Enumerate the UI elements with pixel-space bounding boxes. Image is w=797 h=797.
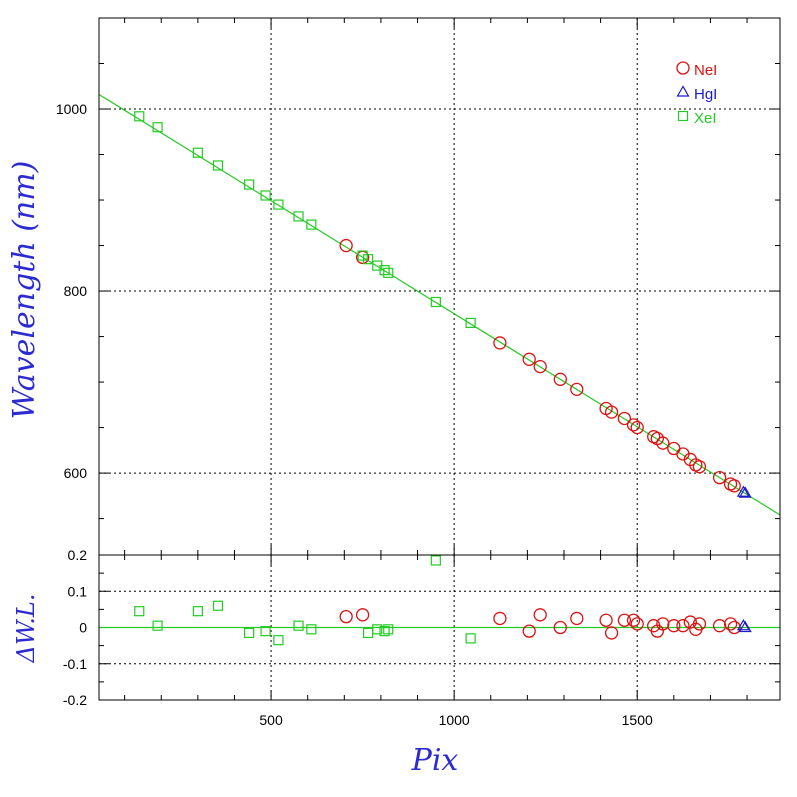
main-point-nei xyxy=(493,336,507,350)
residuals-point-xei xyxy=(465,633,476,644)
residuals-point-nei xyxy=(355,608,370,622)
residuals-y-tick-label: 0.2 xyxy=(68,547,88,563)
residuals-point-xei xyxy=(152,620,163,631)
x-axis-title: Pix xyxy=(411,743,459,778)
main-point-nei xyxy=(692,460,707,474)
residuals-y-tick-label: -0.1 xyxy=(63,656,87,672)
residuals-y-tick-label: 0.1 xyxy=(68,583,88,599)
main-point-nei xyxy=(712,470,727,485)
residuals-point-xei xyxy=(372,624,383,635)
residuals-frame xyxy=(98,554,781,701)
main-point-nei xyxy=(727,479,741,493)
main-frame xyxy=(98,17,781,556)
y-axis-title-main: Wavelength (nm) xyxy=(7,161,42,420)
residuals-point-hgi xyxy=(738,620,752,633)
main-point-xei xyxy=(244,179,255,190)
residuals-point-nei xyxy=(676,619,690,633)
residuals-y-tick-label: -0.2 xyxy=(63,692,87,708)
residuals-point-xei xyxy=(430,555,441,566)
residuals-point-xei xyxy=(244,627,255,639)
main-point-xei xyxy=(379,265,390,276)
residuals-x-tick-label: 1500 xyxy=(622,712,653,728)
main-point-nei xyxy=(626,418,641,432)
residuals-point-xei xyxy=(192,606,203,617)
residuals-y-tick-label: 0 xyxy=(79,620,87,636)
residual-plot-panel: 500 1000 1500 -0.2 -0.1 0 0.1 0.2 xyxy=(63,547,781,728)
residuals-point-nei xyxy=(630,617,644,631)
residuals-point-xei xyxy=(260,626,271,637)
residuals-point-nei xyxy=(617,613,632,627)
main-point-xei xyxy=(260,190,271,201)
residuals-point-nei xyxy=(522,624,536,638)
main-y-tick-label: 1000 xyxy=(56,101,87,117)
residuals-x-tick-label: 500 xyxy=(259,712,283,728)
residuals-point-nei xyxy=(570,611,584,626)
main-point-xei xyxy=(306,219,317,230)
main-point-xei xyxy=(430,296,441,308)
main-point-xei xyxy=(383,267,394,278)
legend: NeI HgI XeI xyxy=(676,61,717,127)
residuals-point-xei xyxy=(363,627,374,639)
residuals-point-xei xyxy=(383,624,394,635)
fit-line xyxy=(98,93,781,516)
main-point-hgi xyxy=(736,485,750,497)
legend-label-hgi: HgI xyxy=(694,86,717,103)
main-point-nei xyxy=(656,436,670,450)
main-point-xei xyxy=(273,199,284,210)
main-point-nei xyxy=(339,238,353,253)
main-point-nei xyxy=(604,405,619,419)
residuals-point-nei xyxy=(493,611,507,626)
residuals-point-nei xyxy=(604,626,619,640)
main-point-xei xyxy=(134,111,145,122)
residuals-point-nei xyxy=(599,613,613,627)
residuals-point-xei xyxy=(273,635,284,646)
y-axis-title-residual: ΔW.L. xyxy=(12,594,40,664)
residuals-point-nei xyxy=(533,608,547,622)
main-point-nei xyxy=(533,359,547,374)
main-point-xei xyxy=(293,211,304,222)
residuals-point-nei xyxy=(712,619,727,633)
residuals-point-nei xyxy=(727,620,741,635)
main-plot-panel: 600 800 1000 xyxy=(56,17,781,556)
legend-label-nei: NeI xyxy=(694,62,717,79)
main-y-tick-label: 800 xyxy=(64,283,88,299)
main-point-nei xyxy=(667,441,681,456)
main-point-xei xyxy=(192,147,203,158)
legend-marker-hgi xyxy=(676,85,690,97)
main-point-xei xyxy=(212,160,224,171)
main-point-xei xyxy=(363,254,374,265)
main-point-nei xyxy=(630,420,644,435)
residuals-x-tick-label: 1000 xyxy=(439,712,470,728)
residuals-point-hgi xyxy=(736,618,750,631)
main-point-xei xyxy=(357,250,368,261)
residuals-point-xei xyxy=(134,606,145,617)
residuals-point-nei xyxy=(626,613,641,627)
residuals-point-nei xyxy=(667,619,681,633)
main-point-xei xyxy=(465,317,476,329)
residuals-point-nei xyxy=(553,620,567,635)
residuals-point-xei xyxy=(293,620,304,631)
residuals-point-xei xyxy=(306,624,317,635)
residuals-point-nei xyxy=(656,617,670,631)
residuals-point-nei xyxy=(339,609,353,624)
main-point-xei xyxy=(152,122,163,133)
main-point-nei xyxy=(617,411,632,426)
residuals-point-nei xyxy=(692,617,707,631)
main-point-hgi xyxy=(738,486,752,498)
residuals-point-nei xyxy=(723,617,738,631)
main-point-nei xyxy=(570,382,584,396)
legend-label-xei: XeI xyxy=(694,110,717,127)
main-point-nei xyxy=(553,372,567,386)
residuals-point-xei xyxy=(379,626,390,637)
residuals-point-xei xyxy=(212,600,224,611)
main-y-tick-label: 600 xyxy=(64,465,88,481)
legend-marker-xei xyxy=(677,110,689,122)
main-point-nei xyxy=(522,352,536,366)
legend-marker-nei xyxy=(676,61,690,75)
